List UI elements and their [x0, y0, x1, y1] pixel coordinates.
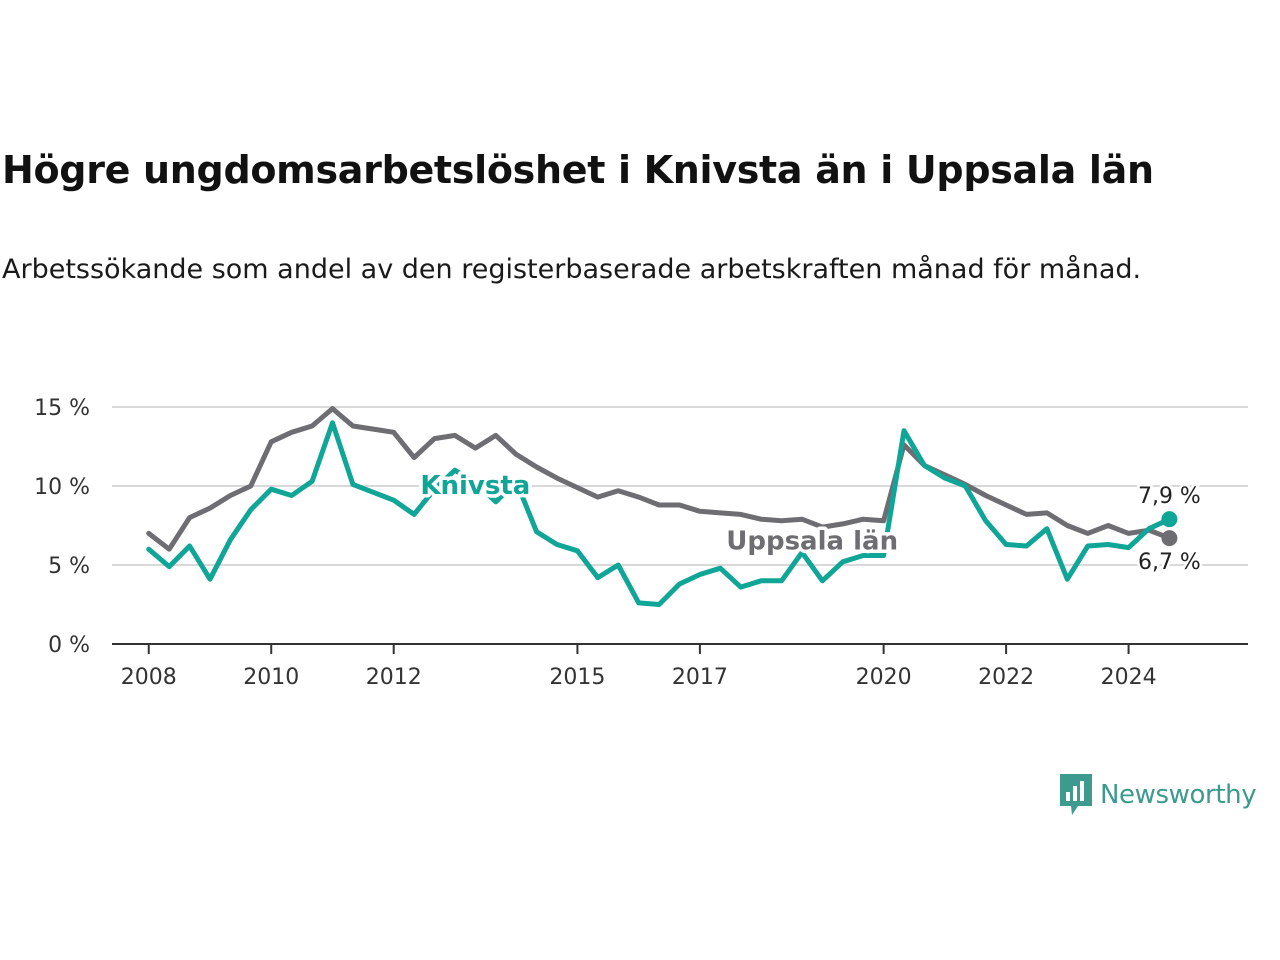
series-label-uppsala-län: Uppsala län — [726, 526, 898, 556]
series-line-knivsta — [146, 420, 1172, 607]
x-tick-label: 2024 — [1101, 665, 1157, 690]
end-value-label: 6,7 % — [1138, 550, 1201, 575]
x-tick-label: 2012 — [366, 665, 422, 690]
end-value-label: 7,9 % — [1138, 484, 1201, 509]
x-tick-label: 2022 — [978, 665, 1034, 690]
chart-title: Högre ungdomsarbetslöshet i Knivsta än i… — [2, 148, 1154, 192]
end-marker — [1161, 530, 1178, 547]
y-tick-label: 15 % — [34, 396, 90, 421]
newsworthy-brand: Newsworthy — [1058, 772, 1257, 818]
series-label-knivsta: Knivsta — [420, 471, 530, 501]
chart-subtitle: Arbetssökande som andel av den registerb… — [2, 254, 1142, 285]
x-tick-label: 2020 — [856, 665, 912, 690]
newsworthy-wordmark: Newsworthy — [1100, 780, 1257, 810]
y-tick-label: 10 % — [34, 475, 90, 500]
end-marker — [1161, 511, 1178, 528]
series-line-uppsala-län — [146, 406, 1172, 552]
x-tick-label: 2015 — [549, 665, 605, 690]
x-tick-label: 2008 — [121, 665, 177, 690]
newsworthy-logo-icon — [1060, 774, 1092, 815]
line-chart: 0 % 5 % 10 % 15 % 2008 2010 2012 2015 2017 2020 20… — [34, 396, 1248, 690]
y-tick-label: 5 % — [48, 554, 90, 579]
x-tick-label: 2010 — [243, 665, 299, 690]
x-tick-label: 2017 — [672, 665, 728, 690]
y-tick-label: 0 % — [48, 633, 90, 658]
